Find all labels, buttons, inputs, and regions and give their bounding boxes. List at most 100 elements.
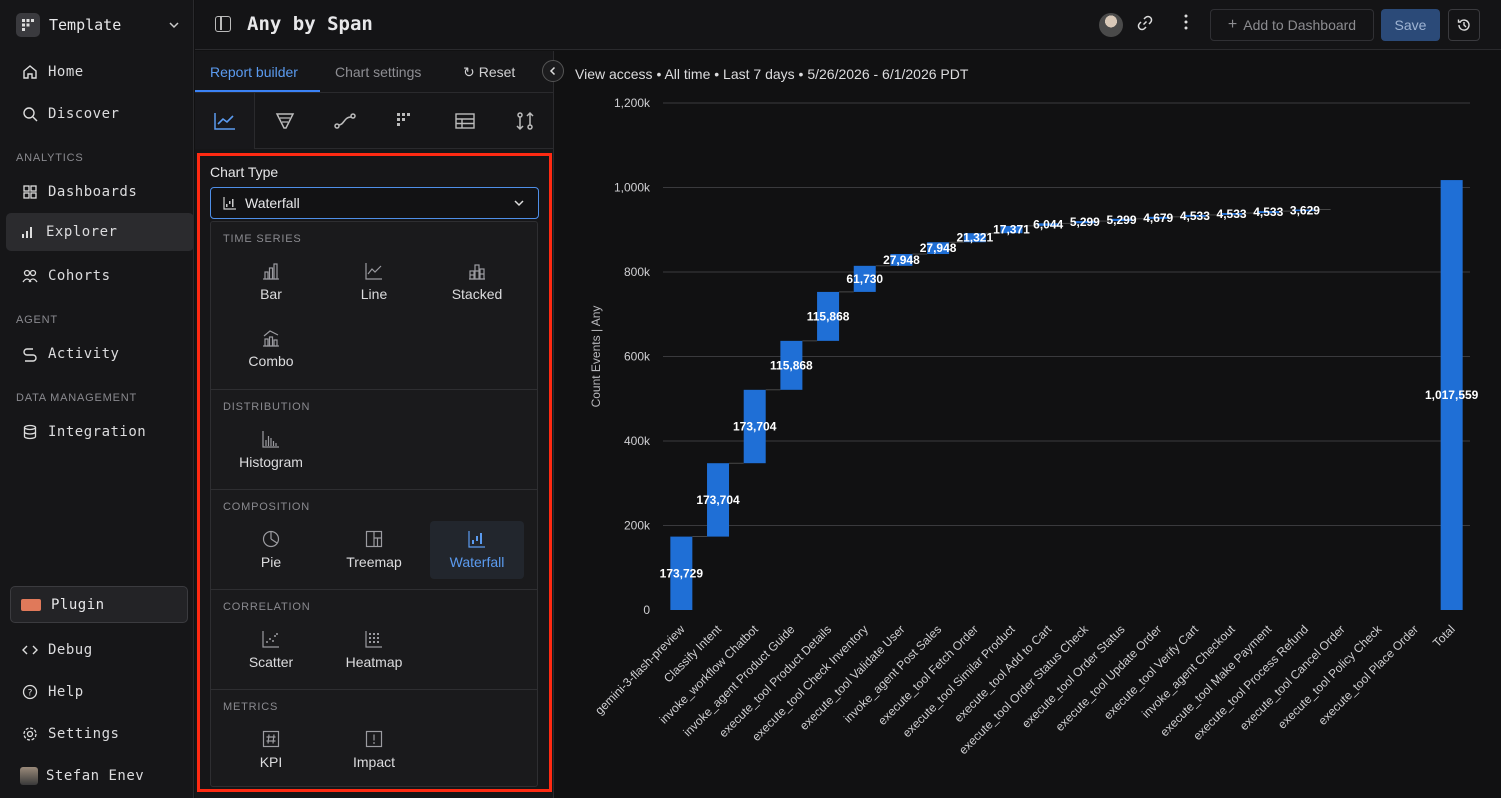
chart-option-waterfall[interactable]: Waterfall xyxy=(430,521,524,579)
chevron-down-icon xyxy=(514,200,524,207)
data-label: 4,679 xyxy=(1143,211,1173,225)
data-label: 27,948 xyxy=(920,241,957,255)
chart-option-heatmap[interactable]: Heatmap xyxy=(327,621,421,679)
chart-option-label: Treemap xyxy=(346,554,402,570)
x-tick-label: Total xyxy=(1430,622,1458,650)
plugin-button[interactable]: Plugin xyxy=(10,586,188,623)
combo-chart-icon xyxy=(263,330,279,347)
compare-tab[interactable] xyxy=(495,93,555,149)
agent-header: AGENT xyxy=(16,314,58,326)
data-label: 21,321 xyxy=(956,231,993,245)
insights-tab[interactable] xyxy=(195,93,255,149)
waterfall-icon xyxy=(223,197,236,210)
hash-icon xyxy=(262,730,280,748)
flows-tab[interactable] xyxy=(315,93,375,149)
nav-dashboards[interactable]: Dashboards xyxy=(8,173,188,211)
chart-type-select[interactable]: Waterfall xyxy=(210,187,539,219)
nav-cohorts-label: Cohorts xyxy=(48,268,111,284)
waterfall-icon xyxy=(468,531,485,548)
nav-settings[interactable]: Settings xyxy=(8,715,188,753)
nav-explorer[interactable]: Explorer xyxy=(6,213,194,251)
plugin-icon xyxy=(21,598,41,611)
history-button[interactable] xyxy=(1448,9,1480,41)
chart-option-scatter[interactable]: Scatter xyxy=(224,621,318,679)
data-label: 61,730 xyxy=(846,272,883,286)
chart-option-impact[interactable]: Impact xyxy=(327,721,421,779)
section-header: METRICS xyxy=(223,701,279,713)
retention-tab[interactable] xyxy=(375,93,435,149)
more-options-icon[interactable] xyxy=(1175,14,1197,36)
waterfall-bar xyxy=(670,536,693,610)
line-chart-icon xyxy=(365,263,382,280)
funnels-tab[interactable] xyxy=(255,93,315,149)
link-icon[interactable] xyxy=(1134,14,1156,36)
chart-option-treemap[interactable]: Treemap xyxy=(327,521,421,579)
waterfall-bar xyxy=(1220,213,1243,215)
chart-option-line[interactable]: Line xyxy=(327,253,421,311)
nav-help[interactable]: ? Help xyxy=(8,673,188,711)
section-time-series: TIME SERIES Bar Line Stacked Combo xyxy=(211,222,537,390)
chart-option-bar[interactable]: Bar xyxy=(224,253,318,311)
save-button[interactable]: Save xyxy=(1381,9,1440,41)
chart-option-combo[interactable]: Combo xyxy=(224,320,318,378)
chart-option-label: Bar xyxy=(260,286,282,302)
chart-subtitle: View access • All time • Last 7 days • 5… xyxy=(575,66,969,82)
data-label: 173,729 xyxy=(660,566,704,580)
section-metrics: METRICS KPI Impact xyxy=(211,690,537,786)
line-chart-icon xyxy=(213,113,235,130)
nav-home[interactable]: Home xyxy=(8,53,188,91)
table-icon xyxy=(455,113,475,129)
section-header: COMPOSITION xyxy=(223,501,311,513)
data-label: 5,299 xyxy=(1107,213,1137,227)
workspace-switcher[interactable]: Template xyxy=(8,8,188,42)
waterfall-bar xyxy=(817,291,840,341)
histogram-icon xyxy=(262,431,279,448)
table-tab[interactable] xyxy=(435,93,495,149)
workspace-name: Template xyxy=(49,16,122,34)
chart-option-pie[interactable]: Pie xyxy=(224,521,318,579)
waterfall-bar xyxy=(743,389,766,464)
database-icon xyxy=(20,422,40,442)
chart-option-label: Stacked xyxy=(451,286,503,302)
nav-activity[interactable]: Activity xyxy=(8,335,188,373)
section-distribution: DISTRIBUTION Histogram xyxy=(211,390,537,490)
flow-icon xyxy=(334,113,356,129)
nav-integration[interactable]: Integration xyxy=(8,413,188,451)
chart-option-stacked[interactable]: Stacked xyxy=(430,253,524,311)
funnel-icon xyxy=(275,113,295,129)
scatter-icon xyxy=(262,631,279,648)
nav-home-label: Home xyxy=(48,64,84,80)
y-tick-label: 200k xyxy=(624,519,651,533)
tab-report-builder[interactable]: Report builder xyxy=(210,64,298,80)
bar-chart-icon xyxy=(18,222,38,242)
avatar[interactable] xyxy=(1099,13,1123,37)
active-tab-indicator xyxy=(195,90,320,92)
search-icon xyxy=(20,104,40,124)
chevron-left-icon xyxy=(549,66,556,76)
nav-discover[interactable]: Discover xyxy=(8,95,188,133)
collapse-panel-button[interactable] xyxy=(542,60,564,82)
waterfall-bar xyxy=(1000,225,1023,234)
reset-button[interactable]: ↻ Reset xyxy=(463,64,515,81)
chart-option-kpi[interactable]: KPI xyxy=(224,721,318,779)
reset-icon: ↻ xyxy=(463,64,475,80)
waterfall-bar xyxy=(963,233,986,243)
chart-type-value: Waterfall xyxy=(245,195,300,211)
chart-type-label: Chart Type xyxy=(210,164,279,180)
tab-chart-settings[interactable]: Chart settings xyxy=(335,64,422,80)
treemap-icon xyxy=(365,530,383,548)
waterfall-bar xyxy=(853,265,876,292)
user-profile[interactable]: Stefan Enev xyxy=(8,757,188,795)
section-composition: COMPOSITION Pie Treemap Waterfall xyxy=(211,490,537,590)
chart-option-label: Pie xyxy=(260,554,282,570)
waterfall-bar xyxy=(780,340,803,390)
dashboard-icon xyxy=(20,182,40,202)
waterfall-bar xyxy=(1440,180,1463,610)
data-label: 115,868 xyxy=(807,309,850,323)
chart-option-histogram[interactable]: Histogram xyxy=(224,421,318,479)
sidebar-toggle-icon[interactable] xyxy=(215,16,231,32)
nav-cohorts[interactable]: Cohorts xyxy=(8,257,188,295)
add-to-dashboard-button[interactable]: + Add to Dashboard xyxy=(1210,9,1374,41)
section-header: CORRELATION xyxy=(223,601,311,613)
nav-debug[interactable]: Debug xyxy=(8,631,188,669)
